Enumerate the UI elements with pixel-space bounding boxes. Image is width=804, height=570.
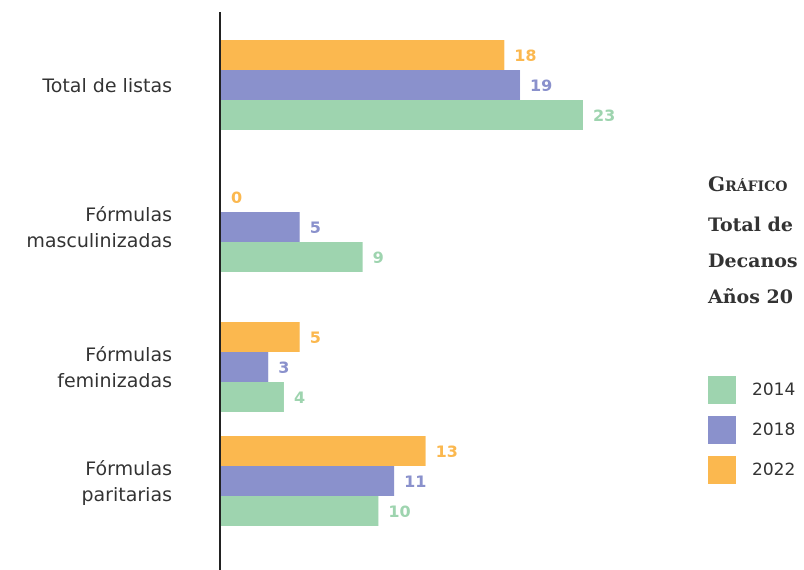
value-label-2022-cat-3: 13 [436,442,458,461]
bar-2014-cat-0 [221,100,583,130]
bar-2022-cat-0 [221,40,505,70]
chart-title-line-1: Gráfico [708,172,788,196]
category-label-0-line-0: Total de listas [41,75,172,97]
value-label-2014-cat-0: 23 [593,106,615,125]
bar-2018-cat-3 [221,466,395,496]
value-label-2018-cat-0: 19 [530,76,552,95]
value-label-2018-cat-1: 5 [310,218,321,237]
legend-label-2014: 2014 [752,380,796,400]
category-label-1-line-1: masculinizadas [26,230,172,252]
bar-2018-cat-0 [221,70,521,100]
category-label-2-line-0: Fórmulas [85,344,172,366]
category-label-2-line-1: feminizadas [57,370,172,392]
value-label-2022-cat-1: 0 [231,188,242,207]
category-label-1-line-0: Fórmulas [85,204,172,226]
value-label-2014-cat-3: 10 [388,502,410,521]
legend-label-2022: 2022 [752,460,796,480]
bar-2022-cat-3 [221,436,426,466]
legend-swatch-2014 [708,376,736,404]
chart-title-line-2: Total de [708,214,793,236]
bar-2022-cat-2 [221,322,300,352]
bar-2014-cat-2 [221,382,284,412]
legend-swatch-2018 [708,416,736,444]
chart-title-line-3: Decanos [708,250,798,272]
value-label-2022-cat-2: 5 [310,328,321,347]
bar-2018-cat-1 [221,212,300,242]
category-label-3-line-1: paritarias [81,484,172,506]
value-label-2018-cat-3: 11 [404,472,426,491]
legend-swatch-2022 [708,456,736,484]
bar-2014-cat-3 [221,496,379,526]
value-label-2018-cat-2: 3 [278,358,289,377]
value-label-2014-cat-2: 4 [294,388,305,407]
category-label-3-line-0: Fórmulas [85,458,172,480]
bar-2018-cat-2 [221,352,269,382]
value-label-2022-cat-0: 18 [514,46,536,65]
value-label-2014-cat-1: 9 [373,248,384,267]
bar-2014-cat-1 [221,242,363,272]
legend-label-2018: 2018 [752,420,796,440]
chart-title-line-4: Años 20 [708,286,793,308]
